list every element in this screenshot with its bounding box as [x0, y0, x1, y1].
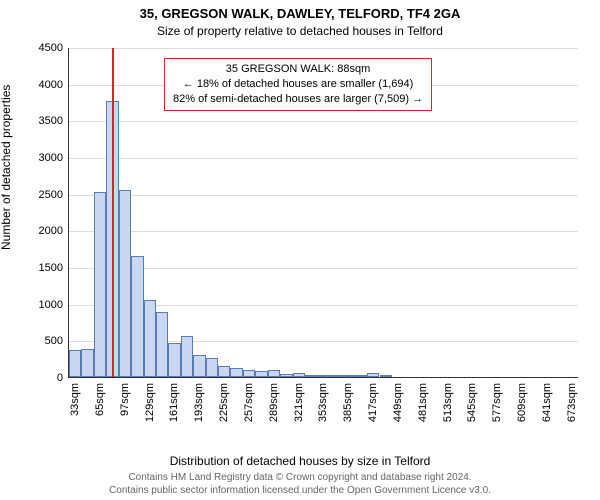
y-axis-label: Number of detached properties: [0, 85, 13, 250]
annotation-line2: ← 18% of detached houses are smaller (1,…: [173, 77, 423, 92]
histogram-bar: [119, 190, 131, 377]
x-tick-label: 257sqm: [243, 383, 255, 422]
y-tick-label: 1000: [39, 299, 63, 311]
gridline-h: [69, 268, 578, 269]
x-tick-label: 65sqm: [94, 383, 106, 416]
histogram-bar: [243, 370, 255, 377]
y-tick-label: 3000: [39, 152, 63, 164]
x-tick-label: 577sqm: [491, 383, 503, 422]
x-tick-label: 641sqm: [541, 383, 553, 422]
histogram-bar: [317, 375, 329, 377]
histogram-bar: [293, 373, 305, 377]
x-tick-label: 417sqm: [367, 383, 379, 422]
x-tick-label: 129sqm: [144, 383, 156, 422]
x-tick-label: 353sqm: [317, 383, 329, 422]
histogram-bar: [181, 336, 193, 377]
x-tick-label: 161sqm: [168, 383, 180, 422]
annotation-line3: 82% of semi-detached houses are larger (…: [173, 92, 423, 107]
chart-title-address: 35, GREGSON WALK, DAWLEY, TELFORD, TF4 2…: [0, 6, 600, 21]
y-tick-label: 2000: [39, 225, 63, 237]
property-annotation: 35 GREGSON WALK: 88sqm← 18% of detached …: [164, 58, 432, 111]
x-tick-label: 449sqm: [392, 383, 404, 422]
histogram-bar: [144, 300, 156, 377]
histogram-bar: [342, 375, 354, 377]
x-tick-label: 609sqm: [516, 383, 528, 422]
gridline-h: [69, 195, 578, 196]
attribution-line1: Contains HM Land Registry data © Crown c…: [128, 472, 471, 483]
y-tick-label: 4500: [39, 42, 63, 54]
chart-title-subtitle: Size of property relative to detached ho…: [0, 24, 600, 38]
gridline-h: [69, 231, 578, 232]
histogram-bar: [268, 370, 280, 377]
histogram-bar: [380, 375, 392, 377]
y-tick-label: 1500: [39, 262, 63, 274]
histogram-bar: [280, 374, 292, 377]
gridline-h: [69, 158, 578, 159]
histogram-bar: [230, 368, 242, 377]
histogram-bar: [131, 256, 143, 377]
histogram-bar: [255, 371, 267, 377]
y-tick-label: 4000: [39, 79, 63, 91]
histogram-bar: [218, 366, 230, 377]
histogram-bar: [156, 312, 168, 377]
y-tick-label: 3500: [39, 115, 63, 127]
property-marker-line: [112, 48, 114, 377]
histogram-bar: [367, 373, 379, 377]
x-axis-label: Distribution of detached houses by size …: [0, 454, 600, 468]
x-tick-label: 33sqm: [69, 383, 81, 416]
x-tick-label: 193sqm: [193, 383, 205, 422]
histogram-bar: [69, 350, 81, 377]
attribution-text: Contains HM Land Registry data © Crown c…: [0, 472, 600, 497]
y-tick-label: 2500: [39, 189, 63, 201]
annotation-line1: 35 GREGSON WALK: 88sqm: [173, 62, 423, 77]
histogram-bar: [193, 355, 205, 377]
histogram-bar: [81, 349, 93, 377]
x-tick-label: 225sqm: [218, 383, 230, 422]
x-tick-label: 481sqm: [417, 383, 429, 422]
x-tick-label: 545sqm: [466, 383, 478, 422]
x-tick-label: 97sqm: [119, 383, 131, 416]
y-tick-label: 0: [57, 372, 63, 384]
histogram-bar: [355, 375, 367, 377]
x-tick-label: 385sqm: [342, 383, 354, 422]
x-tick-label: 513sqm: [442, 383, 454, 422]
gridline-h: [69, 121, 578, 122]
y-tick-label: 500: [45, 335, 63, 347]
histogram-bar: [168, 343, 180, 377]
histogram-bar: [206, 358, 218, 377]
histogram-bar: [305, 375, 317, 377]
x-tick-label: 289sqm: [268, 383, 280, 422]
histogram-bar: [94, 192, 106, 377]
x-tick-label: 673sqm: [566, 383, 578, 422]
plot-area: 05001000150020002500300035004000450033sq…: [68, 48, 578, 378]
x-tick-label: 321sqm: [293, 383, 305, 422]
attribution-line2: Contains public sector information licen…: [109, 485, 491, 496]
gridline-h: [69, 48, 578, 49]
histogram-bar: [330, 375, 342, 377]
